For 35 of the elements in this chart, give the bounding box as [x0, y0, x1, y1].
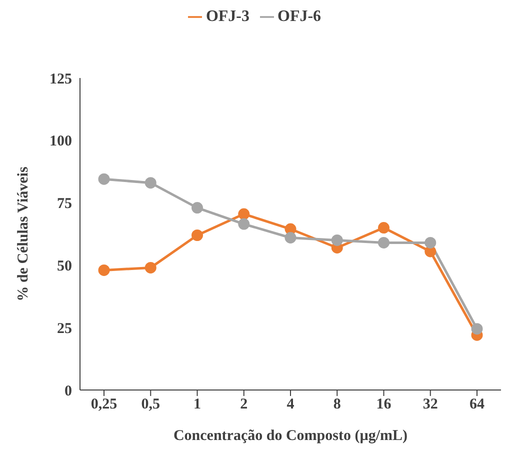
point	[144, 177, 156, 189]
point	[238, 218, 250, 230]
x-tick-label: 32	[422, 396, 438, 413]
x-tick-label: 64	[470, 396, 485, 413]
x-tick-label: 8	[333, 396, 341, 413]
point	[192, 202, 203, 214]
x-tick-label: 2	[240, 396, 248, 413]
point	[378, 222, 390, 234]
x-tick-label: 1	[194, 396, 201, 413]
y-tick-label: 100	[50, 134, 72, 150]
point	[98, 264, 110, 276]
legend-label: OFJ-6	[278, 8, 322, 25]
point	[378, 236, 390, 248]
point	[424, 236, 436, 248]
y-tick-label: 125	[50, 71, 72, 88]
point	[144, 262, 156, 274]
x-tick-label: 0,25	[90, 396, 118, 413]
point	[192, 230, 203, 241]
x-axis-title: Concentração do Composto (µg/mL)	[173, 428, 408, 444]
legend-label: OFJ-3	[206, 8, 250, 25]
point	[98, 173, 110, 185]
y-tick-label: 0	[64, 383, 72, 400]
point	[238, 208, 250, 220]
y-tick-label: 50	[57, 258, 72, 275]
x-tick-label: 4	[286, 396, 295, 413]
point	[284, 223, 296, 235]
point	[331, 234, 343, 246]
point	[424, 246, 436, 258]
point	[471, 323, 483, 335]
x-tick-label: 16	[376, 396, 392, 413]
y-axis-title: % de Células Viáveis	[15, 166, 32, 302]
y-tick-label: 25	[57, 320, 72, 337]
point	[284, 232, 296, 244]
y-tick-label: 75	[57, 196, 72, 212]
x-tick-label: 0,5	[141, 396, 160, 413]
